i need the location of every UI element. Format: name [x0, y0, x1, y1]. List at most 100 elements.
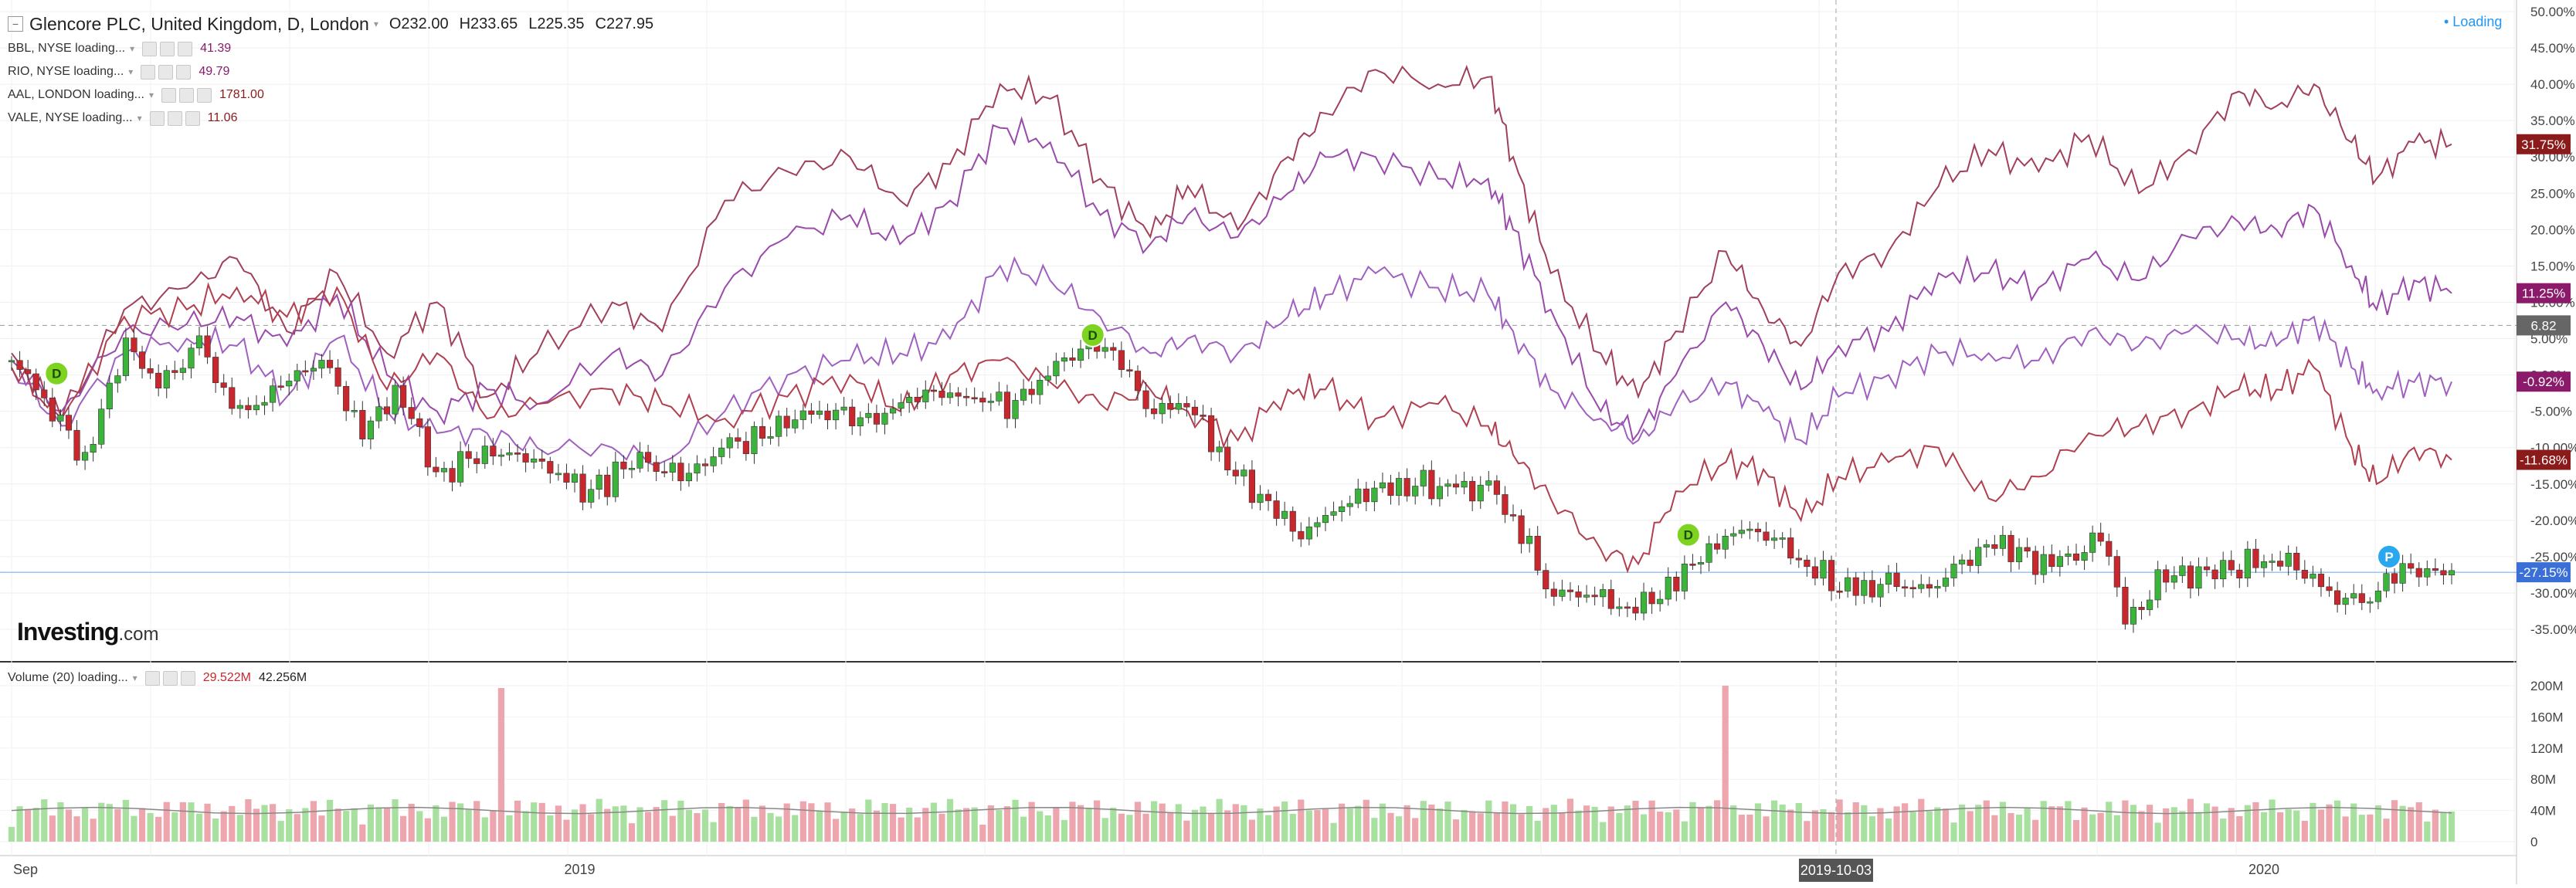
close-icon[interactable] — [197, 87, 212, 103]
volume-bar — [1820, 808, 1827, 842]
compare-label[interactable]: AAL, LONDON loading... — [8, 88, 144, 101]
chevron-down-icon[interactable]: ▾ — [137, 113, 142, 124]
candle-body — [873, 412, 880, 425]
volume-bar — [1591, 806, 1598, 842]
volume-bar — [2374, 805, 2382, 842]
event-marker-d[interactable] — [1080, 322, 1105, 347]
volume-bar — [612, 806, 619, 842]
volume-bar — [685, 809, 693, 842]
symbol-title[interactable]: Glencore PLC, United Kingdom, D, London — [29, 13, 369, 34]
volume-bar — [1689, 802, 1696, 842]
candle-body — [188, 347, 195, 369]
candle-body — [424, 426, 431, 468]
candle-body — [1289, 510, 1296, 532]
volume-bar — [1575, 810, 1582, 842]
close-icon[interactable] — [178, 41, 193, 56]
visibility-icon[interactable] — [162, 670, 178, 686]
event-marker-p[interactable] — [2377, 544, 2401, 569]
candle-body — [1738, 530, 1745, 534]
series-controls[interactable] — [144, 670, 195, 686]
compare-legend-rio[interactable]: RIO, NYSE loading... ▾ 49.79 — [8, 62, 229, 82]
volume-bar — [2350, 803, 2357, 842]
volume-bar — [2333, 800, 2341, 842]
settings-icon[interactable] — [161, 87, 176, 103]
volume-bar — [1028, 802, 1035, 842]
candle-body — [367, 420, 374, 439]
event-marker-label: D — [1684, 528, 1693, 543]
visibility-icon[interactable] — [160, 41, 175, 56]
close-icon[interactable] — [176, 64, 192, 80]
volume-bar — [996, 809, 1003, 842]
open-value: O232.00 — [389, 15, 449, 32]
volume-bar — [2089, 814, 2096, 842]
y-tick-label: -35.00% — [2530, 622, 2576, 637]
candle-body — [65, 415, 73, 431]
volume-bar — [2163, 808, 2170, 842]
settings-icon[interactable] — [141, 64, 156, 80]
volume-bar — [1110, 808, 1117, 842]
volume-bar — [1264, 815, 1272, 842]
candle-body — [1273, 500, 1280, 519]
settings-icon[interactable] — [142, 41, 158, 56]
compare-label[interactable]: BBL, NYSE loading... — [8, 42, 126, 55]
chevron-down-icon[interactable]: ▾ — [130, 43, 135, 54]
candle-body — [1959, 559, 1966, 564]
volume-bar — [449, 802, 456, 842]
close-icon[interactable] — [180, 670, 195, 686]
event-markers[interactable]: D D D P — [44, 322, 2401, 569]
candle-body — [1012, 400, 1019, 419]
volume-bar — [220, 811, 227, 842]
volume-bar — [840, 812, 847, 842]
candle-body — [759, 425, 766, 439]
volume-bar — [400, 815, 407, 842]
compare-label[interactable]: RIO, NYSE loading... — [8, 65, 124, 78]
candle-body — [1657, 598, 1664, 605]
event-marker-d[interactable] — [44, 361, 70, 386]
candle-body — [318, 360, 325, 369]
candle-body — [1355, 488, 1362, 504]
series-controls[interactable] — [161, 87, 212, 103]
series-controls[interactable] — [149, 110, 200, 126]
volume-bar — [808, 803, 815, 842]
volume-bar — [726, 805, 733, 842]
event-marker-d[interactable] — [1675, 522, 1701, 547]
compare-label[interactable]: VALE, NYSE loading... — [8, 111, 133, 124]
chevron-down-icon[interactable]: ▾ — [373, 19, 378, 29]
compare-value: 41.39 — [200, 42, 232, 55]
volume-bar — [955, 809, 962, 842]
visibility-icon[interactable] — [158, 64, 174, 80]
volume-bar — [1543, 808, 1549, 842]
candle-body — [2130, 607, 2137, 625]
chevron-down-icon[interactable]: ▾ — [132, 673, 137, 683]
chevron-down-icon[interactable]: ▾ — [128, 66, 134, 77]
series-controls[interactable] — [141, 64, 192, 80]
volume-label[interactable]: Volume (20) loading... — [8, 671, 128, 684]
collapse-icon[interactable]: − — [8, 16, 23, 32]
main-legend[interactable]: − Glencore PLC, United Kingdom, D, Londo… — [8, 14, 653, 34]
compare-legend-vale[interactable]: VALE, NYSE loading... ▾ 11.06 — [8, 108, 237, 128]
candle-body — [2367, 601, 2374, 604]
volume-bar — [1926, 811, 1933, 842]
visibility-icon[interactable] — [179, 87, 194, 103]
settings-icon[interactable] — [149, 110, 165, 126]
visibility-icon[interactable] — [167, 110, 182, 126]
compare-legend-aal[interactable]: AAL, LONDON loading... ▾ 1781.00 — [8, 85, 264, 105]
volume-bar — [2195, 812, 2202, 842]
candle-body — [1885, 572, 1892, 585]
series-controls[interactable] — [142, 41, 193, 56]
candle-body — [653, 462, 660, 472]
chevron-down-icon[interactable]: ▾ — [148, 90, 154, 100]
candle-body — [1069, 357, 1076, 361]
volume-bar — [277, 821, 284, 842]
volume-legend[interactable]: Volume (20) loading... ▾ 29.522M 42.256M — [8, 668, 307, 688]
candle-body — [1151, 408, 1158, 415]
settings-icon[interactable] — [144, 670, 160, 686]
candle-body — [383, 406, 391, 415]
compare-legend-bbl[interactable]: BBL, NYSE loading... ▾ 41.39 — [8, 39, 231, 59]
close-icon[interactable] — [185, 110, 200, 126]
volume-bar — [555, 805, 562, 842]
volume-bar — [588, 814, 595, 842]
volume-bar — [1485, 800, 1492, 842]
